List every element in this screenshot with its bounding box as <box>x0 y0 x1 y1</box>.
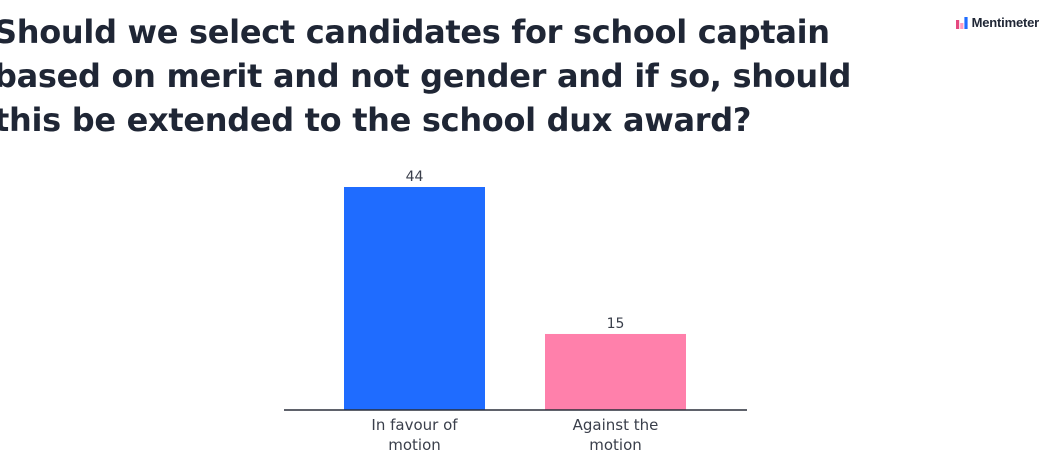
value-label-1: 15 <box>607 316 625 332</box>
question-title: Should we select candidates for school c… <box>0 13 852 139</box>
bar-0 <box>344 187 485 410</box>
category-label-1: Against the motion <box>573 416 659 454</box>
category-label-0: In favour of motion <box>371 416 458 454</box>
brand: Mentimeter <box>955 15 1040 30</box>
mentimeter-logo-icon <box>955 16 968 29</box>
brand-name: Mentimeter <box>971 15 1040 30</box>
bar-1 <box>545 333 686 410</box>
value-label-0: 44 <box>406 169 424 185</box>
